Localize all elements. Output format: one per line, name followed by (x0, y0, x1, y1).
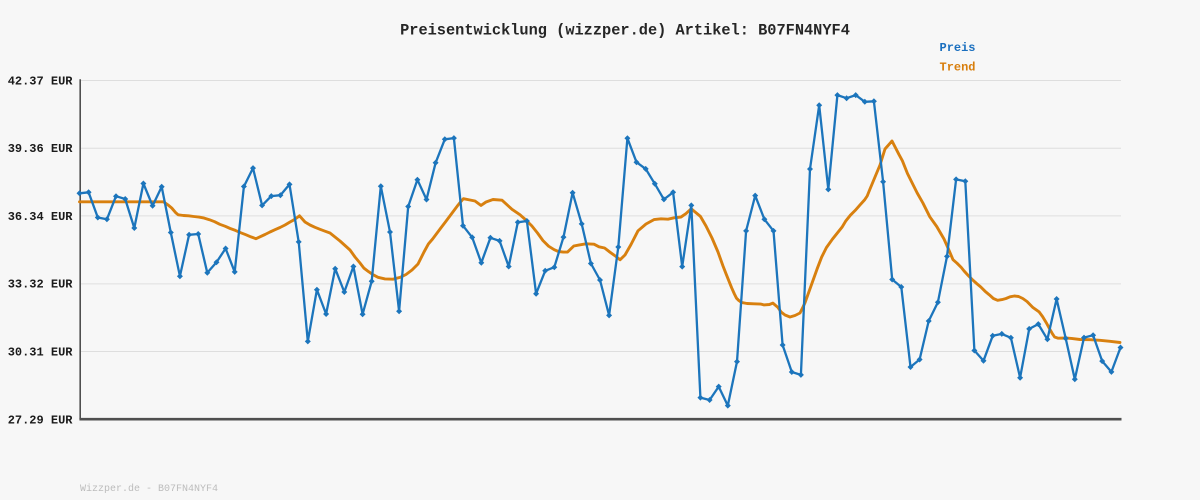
svg-text:36.34 EUR: 36.34 EUR (8, 210, 74, 224)
svg-text:Wizzper.de - B07FN4NYF4: Wizzper.de - B07FN4NYF4 (80, 483, 218, 495)
svg-text:39.36 EUR: 39.36 EUR (8, 142, 74, 156)
svg-text:33.32 EUR: 33.32 EUR (8, 278, 74, 292)
svg-text:27.29 EUR: 27.29 EUR (8, 413, 74, 427)
svg-text:Preisentwicklung (wizzper.de): Preisentwicklung (wizzper.de) Artikel: B… (400, 21, 850, 39)
svg-text:30.31 EUR: 30.31 EUR (8, 346, 74, 360)
svg-text:Trend: Trend (940, 61, 976, 75)
svg-text:42.37 EUR: 42.37 EUR (8, 74, 74, 88)
svg-text:Preis: Preis (940, 41, 976, 55)
